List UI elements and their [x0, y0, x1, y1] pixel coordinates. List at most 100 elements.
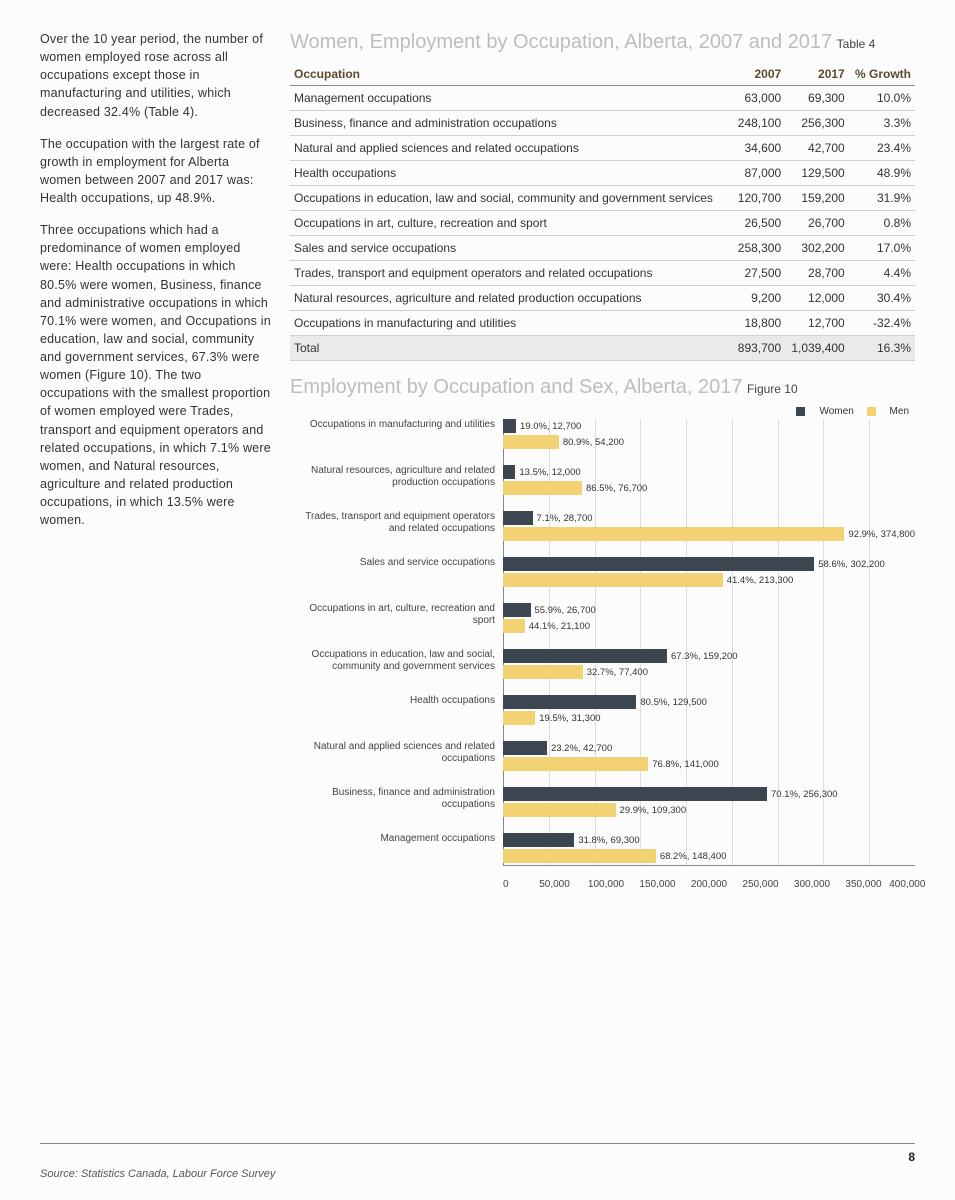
category-label: Natural and applied sciences and related… — [290, 741, 503, 764]
bar-men-label: 76.8%, 141,000 — [652, 759, 719, 770]
bar-men — [503, 665, 583, 679]
bar-women — [503, 695, 636, 709]
x-tick: 200,000 — [683, 879, 735, 890]
figure-10-chart: Women Men Occupations in manufacturing a… — [290, 406, 915, 890]
bar-women-label: 19.0%, 12,700 — [520, 421, 581, 432]
table-row: Sales and service occupations 258,300 30… — [290, 236, 915, 261]
cell-2017: 12,000 — [785, 286, 849, 311]
bar-men-label: 32.7%, 77,400 — [587, 667, 648, 678]
cell-2017: 12,700 — [785, 311, 849, 336]
paragraph: The occupation with the largest rate of … — [40, 135, 272, 208]
th-growth: % Growth — [849, 63, 915, 86]
cell-2017: 69,300 — [785, 86, 849, 111]
bar-women — [503, 833, 574, 847]
document-page: Over the 10 year period, the number of w… — [0, 0, 955, 1200]
figure-10-wrap: Employment by Occupation and Sex, Albert… — [290, 375, 915, 890]
x-tick: 350,000 — [838, 879, 890, 890]
figures-column: Women, Employment by Occupation, Alberta… — [290, 30, 915, 890]
cell-2007: 258,300 — [732, 236, 785, 261]
cell-2007: 34,600 — [732, 136, 785, 161]
cell-2007: 87,000 — [732, 161, 785, 186]
cell-occupation: Sales and service occupations — [290, 236, 732, 261]
legend-swatch-men — [867, 407, 876, 416]
bar-women — [503, 511, 533, 525]
bar-men — [503, 757, 648, 771]
bar-men-label: 19.5%, 31,300 — [539, 713, 600, 724]
figure-title: Employment by Occupation and Sex, Albert… — [290, 376, 743, 398]
bar-men-label: 29.9%, 109,300 — [620, 805, 687, 816]
bar-women-label: 70.1%, 256,300 — [771, 789, 838, 800]
category-label: Occupations in art, culture, recreation … — [290, 603, 503, 626]
cell-2017: 42,700 — [785, 136, 849, 161]
bar-women-label: 31.8%, 69,300 — [578, 835, 639, 846]
cell-2007: 893,700 — [732, 336, 785, 361]
cell-occupation: Natural and applied sciences and related… — [290, 136, 732, 161]
x-tick: 100,000 — [580, 879, 632, 890]
legend-label-men: Men — [890, 406, 909, 417]
cell-occupation: Occupations in art, culture, recreation … — [290, 211, 732, 236]
bar-men-label: 92.9%, 374,800 — [848, 529, 915, 540]
cell-growth: 48.9% — [849, 161, 915, 186]
cell-occupation: Trades, transport and equipment operator… — [290, 261, 732, 286]
chart-category: Occupations in manufacturing and utiliti… — [503, 419, 915, 451]
chart-category: Business, finance and administration occ… — [503, 787, 915, 819]
chart-legend: Women Men — [290, 406, 915, 419]
x-axis: 050,000100,000150,000200,000250,000300,0… — [503, 879, 915, 890]
plot-area: Occupations in manufacturing and utiliti… — [503, 419, 915, 890]
bar-men-label: 68.2%, 148,400 — [660, 851, 727, 862]
cell-2007: 120,700 — [732, 186, 785, 211]
chart-category: Health occupations 80.5%, 129,500 19.5%,… — [503, 695, 915, 727]
bar-men-label: 41.4%, 213,300 — [727, 575, 794, 586]
cell-growth: -32.4% — [849, 311, 915, 336]
x-tick: 250,000 — [735, 879, 787, 890]
table-row: Trades, transport and equipment operator… — [290, 261, 915, 286]
bar-men — [503, 711, 535, 725]
bar-women-label: 55.9%, 26,700 — [535, 605, 596, 616]
paragraph: Over the 10 year period, the number of w… — [40, 30, 272, 121]
page-number: 8 — [908, 1150, 915, 1164]
category-label: Natural resources, agriculture and relat… — [290, 465, 503, 488]
cell-2017: 256,300 — [785, 111, 849, 136]
category-label: Occupations in education, law and social… — [290, 649, 503, 672]
footer-rule — [40, 1143, 915, 1144]
cell-2017: 159,200 — [785, 186, 849, 211]
bar-women — [503, 649, 667, 663]
cell-growth: 0.8% — [849, 211, 915, 236]
cell-2017: 302,200 — [785, 236, 849, 261]
content-columns: Over the 10 year period, the number of w… — [40, 30, 915, 890]
table-row: Natural resources, agriculture and relat… — [290, 286, 915, 311]
cell-growth: 3.3% — [849, 111, 915, 136]
chart-category: Occupations in education, law and social… — [503, 649, 915, 681]
table-row: Occupations in manufacturing and utiliti… — [290, 311, 915, 336]
bar-men — [503, 803, 616, 817]
th-2007: 2007 — [732, 63, 785, 86]
cell-growth: 16.3% — [849, 336, 915, 361]
table-row: Management occupations 63,000 69,300 10.… — [290, 86, 915, 111]
cell-growth: 30.4% — [849, 286, 915, 311]
cell-2007: 26,500 — [732, 211, 785, 236]
cell-growth: 4.4% — [849, 261, 915, 286]
category-label: Management occupations — [290, 833, 503, 845]
bar-men — [503, 849, 656, 863]
bar-men — [503, 435, 559, 449]
chart-category: Sales and service occupations 58.6%, 302… — [503, 557, 915, 589]
table-row: Natural and applied sciences and related… — [290, 136, 915, 161]
cell-occupation: Total — [290, 336, 732, 361]
cell-occupation: Occupations in education, law and social… — [290, 186, 732, 211]
chart-category: Trades, transport and equipment operator… — [503, 511, 915, 543]
table-4: Occupation 2007 2017 % Growth Management… — [290, 63, 915, 361]
table-row: Occupations in education, law and social… — [290, 186, 915, 211]
cell-occupation: Natural resources, agriculture and relat… — [290, 286, 732, 311]
chart-category: Natural and applied sciences and related… — [503, 741, 915, 773]
cell-occupation: Occupations in manufacturing and utiliti… — [290, 311, 732, 336]
bar-women — [503, 787, 767, 801]
cell-occupation: Management occupations — [290, 86, 732, 111]
cell-2017: 26,700 — [785, 211, 849, 236]
table-total-row: Total 893,700 1,039,400 16.3% — [290, 336, 915, 361]
bar-women-label: 7.1%, 28,700 — [537, 513, 593, 524]
table-row: Health occupations 87,000 129,500 48.9% — [290, 161, 915, 186]
table-row: Business, finance and administration occ… — [290, 111, 915, 136]
x-axis-line — [503, 865, 915, 866]
x-tick: 0 — [503, 879, 529, 890]
cell-growth: 23.4% — [849, 136, 915, 161]
